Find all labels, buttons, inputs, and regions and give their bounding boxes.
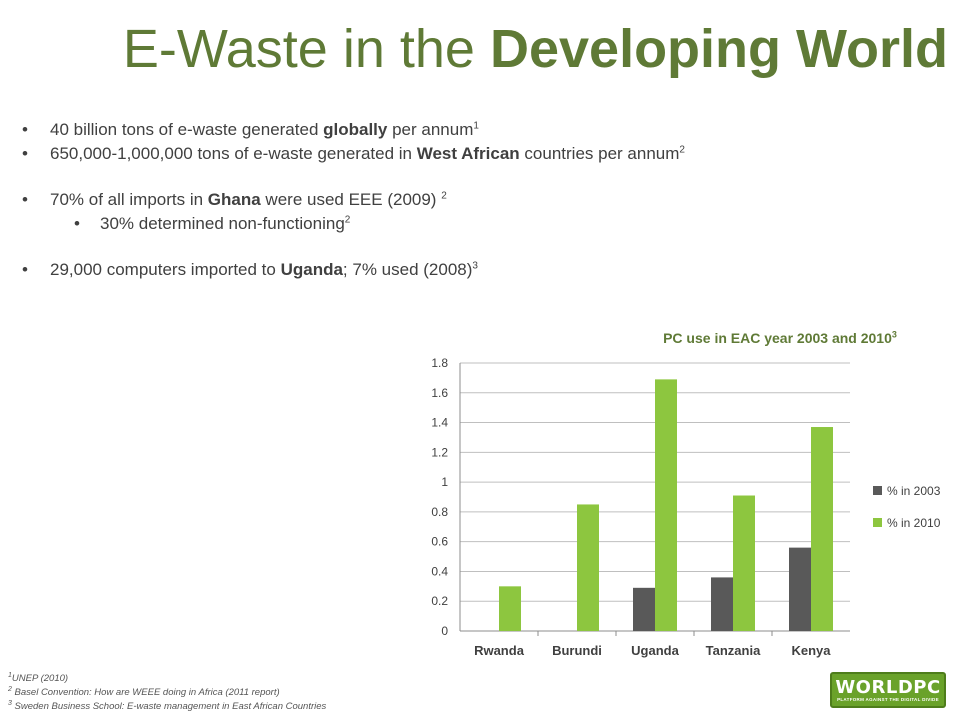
x-tick-label: Kenya [791, 643, 831, 658]
x-tick-label: Tanzania [706, 643, 761, 658]
y-tick-label: 0.4 [431, 564, 448, 578]
title-plain: E-Waste in the [122, 19, 475, 79]
bar-rwanda-2010 [499, 586, 521, 631]
footnote-3: 3 Sweden Business School: E-waste manage… [8, 700, 326, 714]
bullet-west-africa: 650,000-1,000,000 tons of e-waste genera… [20, 142, 920, 166]
bar-tanzania-2003 [711, 577, 733, 631]
reference-mark: 2 [8, 685, 12, 693]
chart-title-text: PC use in EAC year 2003 and 2010 [663, 330, 892, 346]
legend-swatch [873, 486, 882, 495]
y-tick-label: 1.8 [431, 356, 448, 370]
footnote-2: 2 Basel Convention: How are WEEE doing i… [8, 686, 326, 700]
bar-tanzania-2010 [733, 495, 755, 631]
reference-mark: 2 [679, 144, 685, 156]
bullet-text: 29,000 computers imported to [50, 260, 281, 279]
y-tick-label: 1.2 [431, 445, 448, 459]
bullet-text: 70% of all imports in [50, 190, 208, 209]
bullet-emphasis: West African [416, 144, 520, 163]
y-tick-label: 0.8 [431, 505, 448, 519]
bullet-text: per annum [387, 120, 474, 139]
x-tick-label: Uganda [631, 643, 679, 658]
bullet-ghana: 70% of all imports in Ghana were used EE… [20, 188, 920, 212]
legend-label: % in 2010 [887, 516, 941, 530]
bar-kenya-2003 [789, 547, 811, 631]
reference-mark: 3 [8, 699, 12, 707]
logo-wordmark: WORLDPC [835, 677, 941, 698]
title-bold: Developing World [489, 19, 948, 79]
slide-title: E-Waste in the Developing World [0, 18, 948, 80]
bar-burundi-2010 [577, 504, 599, 631]
bar-uganda-2010 [655, 379, 677, 631]
x-tick-label: Burundi [552, 643, 602, 658]
bar-chart: 0 0.2 0.4 0.6 0.8 1 1.2 1.4 1.6 1.8 Rwanda Burundi U… [431, 356, 941, 658]
reference-mark: 1 [473, 120, 479, 132]
reference-mark: 2 [344, 214, 351, 226]
worldpc-logo: WORLDPC PLATFORM AGAINST THE DIGITAL DIV… [830, 672, 946, 708]
y-tick-label: 1.6 [431, 386, 448, 400]
bullet-list: 40 billion tons of e-waste generated glo… [20, 118, 920, 282]
footnote-text: UNEP (2010) [11, 673, 69, 684]
bullet-ghana-sub: 30% determined non-functioning2 [20, 212, 920, 236]
bullet-text: ; 7% used (2008) [342, 260, 473, 279]
logo-tagline: PLATFORM AGAINST THE DIGITAL DIVIDE [837, 697, 939, 702]
y-tick-label: 0.2 [431, 594, 448, 608]
y-tick-label: 1.4 [431, 416, 448, 430]
legend-label: % in 2003 [887, 484, 941, 498]
bullet-emphasis: Ghana [207, 190, 261, 209]
y-tick-label: 0 [441, 624, 448, 638]
bullet-text: countries per annum [519, 144, 680, 163]
reference-mark: 3 [891, 329, 897, 340]
legend-swatch [873, 518, 882, 527]
bullet-text: 40 billion tons of e-waste generated [50, 120, 324, 139]
bullet-text: were used EEE (2009) [260, 190, 442, 209]
footnote-1: 1UNEP (2010) [8, 672, 326, 686]
bullet-text: 30% determined non-functioning [100, 214, 345, 233]
chart-title: PC use in EAC year 2003 and 20103 [620, 330, 940, 346]
y-tick-label: 1 [441, 475, 448, 489]
footnote-text: Sweden Business School: E-waste manageme… [11, 701, 327, 712]
bullet-uganda: 29,000 computers imported to Uganda; 7% … [20, 258, 920, 282]
footnote-text: Basel Convention: How are WEEE doing in … [11, 687, 280, 698]
reference-mark: 3 [472, 260, 478, 272]
x-tick-label: Rwanda [474, 643, 525, 658]
bullet-text: 650,000-1,000,000 tons of e-waste genera… [50, 144, 417, 163]
y-tick-label: 0.6 [431, 535, 448, 549]
bullet-emphasis: globally [323, 120, 388, 139]
bullet-global: 40 billion tons of e-waste generated glo… [20, 118, 920, 142]
bullet-emphasis: Uganda [280, 260, 343, 279]
reference-mark: 1 [8, 671, 12, 679]
bar-kenya-2010 [811, 427, 833, 631]
footnotes: 1UNEP (2010) 2 Basel Convention: How are… [8, 672, 326, 714]
reference-mark: 2 [441, 190, 447, 202]
bar-uganda-2003 [633, 587, 655, 631]
